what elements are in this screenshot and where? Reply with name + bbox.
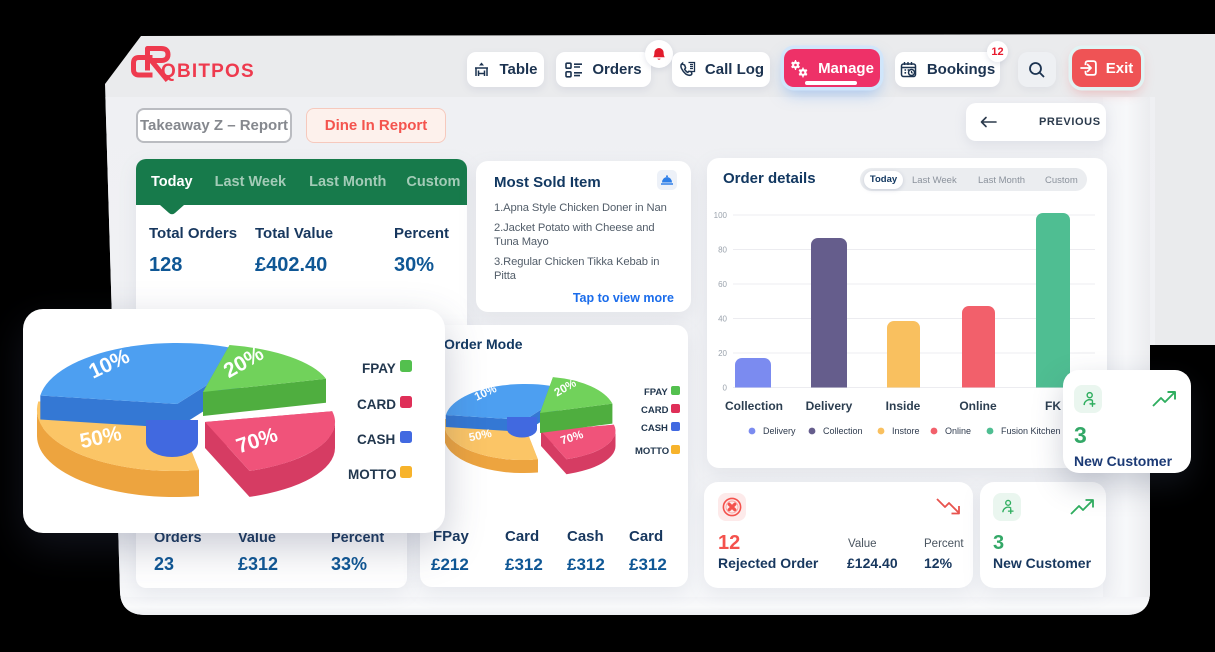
- svg-text:80: 80: [718, 246, 727, 255]
- svg-text:Fusion Kitchen: Fusion Kitchen: [1001, 426, 1061, 436]
- svg-text:Online: Online: [959, 399, 997, 413]
- svg-text:0: 0: [723, 384, 728, 393]
- svg-text:100: 100: [714, 211, 728, 220]
- svg-text:Delivery: Delivery: [806, 399, 853, 413]
- svg-text:20: 20: [718, 349, 727, 358]
- svg-text:40: 40: [718, 315, 727, 324]
- svg-text:Delivery: Delivery: [763, 426, 796, 436]
- svg-text:60: 60: [718, 280, 727, 289]
- svg-text:Collection: Collection: [823, 426, 863, 436]
- svg-text:Inside: Inside: [886, 399, 921, 413]
- svg-text:QBITPOS: QBITPOS: [161, 61, 255, 82]
- svg-text:Collection: Collection: [725, 399, 783, 413]
- svg-text:Instore: Instore: [892, 426, 920, 436]
- svg-text:Online: Online: [945, 426, 971, 436]
- svg-text:FK: FK: [1045, 399, 1061, 413]
